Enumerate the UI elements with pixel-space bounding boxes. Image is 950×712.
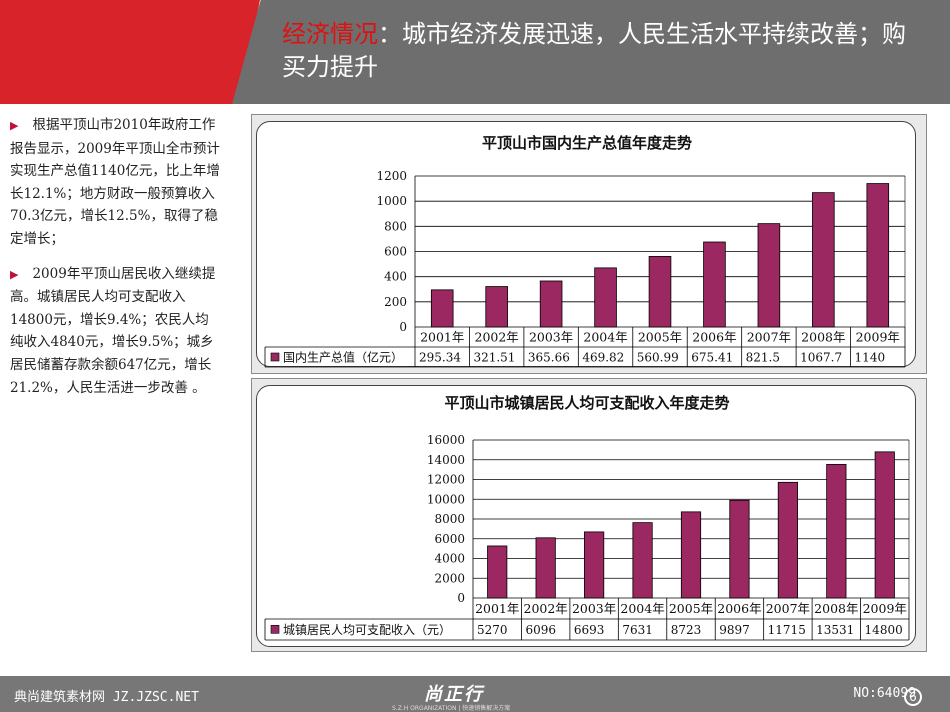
category-label: 2009年: [863, 601, 907, 616]
legend-label: 国内生产总值（亿元）: [283, 349, 403, 364]
y-tick-label: 14000: [427, 453, 465, 467]
chart-gdp-panel: 平顶山市国内生产总值年度走势 0 200 400 600 800 1000 1200 2001年…: [251, 114, 927, 374]
category-label: 2005年: [638, 329, 682, 344]
bar: [539, 280, 563, 328]
value-label: 469.82: [582, 350, 624, 364]
value-label: 1140: [855, 350, 886, 364]
bar: [594, 267, 617, 328]
bar: [729, 499, 750, 599]
y-tick-label: 600: [384, 245, 407, 259]
legend-label: 城镇居民人均可支配收入（元）: [283, 623, 451, 637]
footer-logo-subtitle: S.Z.H ORGANIZATION | 快速销售解决方案: [392, 705, 511, 712]
category-label: 2004年: [620, 601, 664, 616]
bar: [874, 451, 895, 599]
category-label: 2005年: [669, 601, 713, 616]
y-tick-label: 8000: [434, 512, 465, 526]
category-label: 2008年: [801, 329, 845, 344]
category-label: 2007年: [766, 601, 810, 616]
value-label: 1067.7: [800, 350, 842, 364]
legend-swatch: [270, 625, 280, 634]
chart-income: 平顶山市城镇居民人均可支配收入年度走势 0 2000 4000 6000 8000 1000…: [264, 394, 910, 641]
footer-logo: 尚正行: [424, 684, 484, 705]
value-label: 11715: [768, 623, 806, 637]
bar: [584, 531, 605, 599]
value-label: 9897: [719, 623, 750, 637]
summary-paragraph-1: ▶ 根据平顶山市2010年政府工作报告显示，2009年平顶山全市预计实现生产总值1…: [10, 117, 220, 247]
category-label: 2002年: [475, 329, 519, 344]
summary-text: ▶ 根据平顶山市2010年政府工作报告显示，2009年平顶山全市预计实现生产总值1…: [10, 114, 220, 411]
y-tick-label: 0: [399, 320, 407, 334]
chart-gdp: 平顶山市国内生产总值年度走势 0 200 400 600 800 1000 1200 2001年…: [264, 134, 906, 368]
legend-swatch: [270, 352, 280, 362]
triangle-bullet-icon: ▶: [10, 119, 19, 132]
category-label: 2007年: [747, 329, 791, 344]
bar: [430, 289, 454, 328]
y-tick-label: 1000: [376, 194, 407, 208]
bar: [485, 286, 508, 328]
y-tick-label: 800: [384, 219, 407, 233]
value-label: 6693: [574, 623, 605, 637]
y-tick-label: 1200: [376, 169, 407, 183]
title-text: ：城市经济发展迅速，人民生活水平持续改善；购买力提升: [282, 20, 906, 81]
header-red-block: [0, 0, 260, 104]
category-label: 2003年: [572, 601, 616, 616]
footer-watermark: 典尚建筑素材网 JZ.JZSC.NET: [14, 690, 199, 705]
value-label: 321.51: [473, 350, 515, 364]
page-number: 6: [904, 688, 922, 706]
bar: [866, 183, 890, 328]
y-tick-label: 16000: [427, 433, 465, 447]
chart-income-panel: 平顶山市城镇居民人均可支配收入年度走势 0 2000 4000 6000 8000 1000…: [251, 378, 927, 652]
value-label: 5270: [477, 623, 508, 637]
bar: [632, 522, 653, 599]
value-label: 7631: [622, 623, 653, 637]
value-label: 13531: [816, 623, 854, 637]
y-tick-label: 4000: [434, 552, 465, 566]
bar: [826, 463, 847, 599]
y-tick-label: 2000: [434, 571, 465, 585]
value-label: 8723: [671, 623, 702, 637]
triangle-bullet-icon: ▶: [10, 267, 19, 281]
category-label: 2009年: [856, 329, 900, 344]
value-label: 295.34: [419, 350, 461, 364]
y-tick-label: 0: [457, 591, 465, 605]
bar: [703, 241, 726, 328]
category-label: 2004年: [583, 329, 627, 344]
title-accent: 经济情况: [282, 20, 378, 48]
bar: [680, 511, 702, 599]
y-tick-label: 6000: [434, 532, 465, 546]
footer-bar: [0, 676, 950, 712]
value-label: 821.5: [746, 350, 780, 364]
summary-paragraph-2: ▶ 2009年平顶山居民收入继续提高。城镇居民人均可支配收入14800元，增长9.…: [10, 265, 216, 396]
header-gray-band: [232, 0, 950, 104]
bar: [812, 192, 835, 328]
value-label: 560.99: [637, 350, 679, 364]
page-title: 经济情况：城市经济发展迅速，人民生活水平持续改善；购买力提升: [282, 18, 922, 84]
category-label: 2006年: [717, 601, 761, 616]
bar: [757, 223, 781, 328]
chart-title: 平顶山市城镇居民人均可支配收入年度走势: [444, 394, 729, 412]
value-label: 14800: [865, 623, 903, 637]
bar: [535, 537, 556, 599]
value-label: 6096: [525, 623, 556, 637]
category-label: 2006年: [692, 329, 736, 344]
category-label: 2002年: [524, 601, 568, 616]
value-label: 365.66: [528, 350, 570, 364]
y-tick-label: 12000: [427, 473, 465, 487]
category-label: 2008年: [814, 601, 858, 616]
bar: [777, 481, 798, 599]
bar: [487, 545, 508, 599]
footer-number: NO:64099: [853, 686, 916, 701]
y-tick-label: 400: [384, 270, 407, 284]
y-tick-label: 200: [384, 295, 407, 309]
y-tick-label: 10000: [427, 492, 465, 506]
chart-title: 平顶山市国内生产总值年度走势: [482, 134, 692, 152]
category-label: 2001年: [420, 329, 464, 344]
category-label: 2001年: [475, 601, 519, 616]
value-label: 675.41: [691, 350, 733, 364]
category-label: 2003年: [529, 329, 573, 344]
bar: [648, 256, 672, 328]
